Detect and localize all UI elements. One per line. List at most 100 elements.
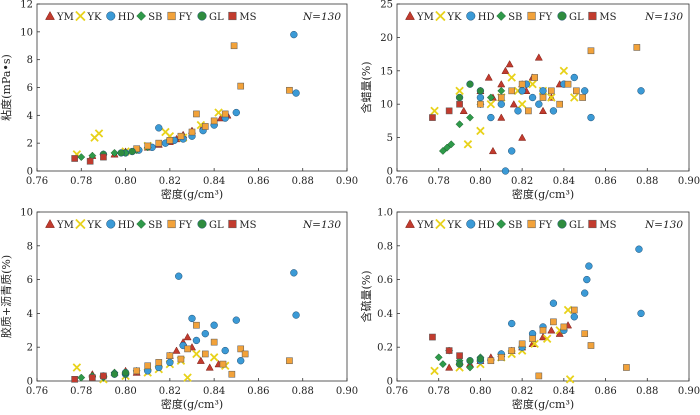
data-point-fy bbox=[548, 87, 555, 95]
data-point-fy bbox=[201, 123, 209, 130]
data-point-yk bbox=[94, 129, 104, 138]
x-tick-label: 0.82 bbox=[511, 176, 533, 187]
data-point-fy bbox=[237, 82, 245, 90]
x-tick-label: 0.86 bbox=[247, 386, 269, 397]
x-tick-label: 0.84 bbox=[553, 176, 575, 187]
legend-label-sb: SB bbox=[148, 12, 162, 23]
data-point-yk bbox=[209, 353, 219, 362]
x-tick-label: 0.76 bbox=[386, 386, 408, 397]
legend-marker-sb bbox=[136, 11, 147, 21]
x-tick-label: 0.88 bbox=[636, 176, 658, 187]
data-point-sb bbox=[455, 120, 464, 129]
x-tick-label: 0.78 bbox=[428, 386, 450, 397]
data-point-fy bbox=[241, 350, 249, 358]
legend-marker-ms bbox=[228, 219, 237, 229]
x-tick-label: 0.84 bbox=[553, 386, 575, 397]
legend-label-ym: YM bbox=[56, 220, 74, 231]
data-point-ms bbox=[429, 333, 436, 341]
x-tick-label: 0.82 bbox=[511, 386, 533, 397]
data-point-yk bbox=[570, 93, 579, 102]
x-tick-label: 0.84 bbox=[203, 386, 225, 397]
data-point-yk bbox=[542, 334, 552, 343]
data-point-sb bbox=[77, 373, 86, 382]
legend-marker-gl bbox=[197, 11, 207, 21]
data-point-ms bbox=[100, 372, 107, 380]
y-tick-label: 0.4 bbox=[377, 309, 393, 320]
data-point-fy bbox=[518, 340, 526, 348]
data-point-fy bbox=[497, 354, 505, 361]
data-point-hd bbox=[290, 269, 298, 277]
data-point-sb bbox=[466, 113, 474, 122]
data-point-yk bbox=[559, 66, 569, 76]
legend-marker-hd bbox=[106, 219, 116, 229]
y-tick-label: 6 bbox=[27, 275, 33, 286]
legend-label-ym: YM bbox=[56, 12, 74, 23]
data-point-hd bbox=[549, 107, 558, 115]
y-tick-label: 0 bbox=[387, 167, 393, 178]
data-point-fy bbox=[529, 335, 536, 343]
data-point-gl bbox=[117, 149, 125, 157]
data-point-fy bbox=[193, 110, 200, 118]
data-point-hd bbox=[635, 245, 643, 253]
data-point-hd bbox=[528, 93, 537, 102]
data-point-fy bbox=[570, 306, 578, 314]
x-tick-label: 0.86 bbox=[594, 176, 616, 187]
data-point-yk bbox=[517, 99, 527, 109]
data-point-hd bbox=[570, 313, 578, 321]
data-point-fy bbox=[230, 42, 238, 50]
data-point-hd bbox=[637, 309, 645, 318]
y-tick-label: 2 bbox=[27, 139, 33, 150]
data-point-ms bbox=[456, 100, 463, 108]
x-tick-label: 0.90 bbox=[336, 386, 358, 397]
legend-label-hd: HD bbox=[478, 12, 495, 23]
x-tick-label: 0.78 bbox=[428, 176, 450, 187]
legend-label-ms: MS bbox=[599, 12, 616, 23]
data-point-ym bbox=[538, 106, 548, 115]
legend-label-sb: SB bbox=[148, 220, 162, 231]
data-point-yk bbox=[486, 99, 496, 109]
data-point-hd bbox=[535, 100, 543, 108]
data-point-hd bbox=[570, 73, 578, 82]
data-point-fy bbox=[518, 80, 526, 88]
data-point-fy bbox=[237, 345, 245, 353]
legend-marker-fy bbox=[527, 219, 536, 229]
legend-label-yk: YK bbox=[446, 12, 462, 23]
legend-label-gl: GL bbox=[569, 12, 584, 23]
data-point-hd bbox=[237, 357, 245, 365]
data-point-ym bbox=[501, 66, 510, 74]
x-tick-label: 0.82 bbox=[159, 386, 181, 397]
data-point-hd bbox=[292, 311, 300, 319]
chart-panel-3: 0.76 0.78 0.80 0.82 0.84 0.86 0.88 0.90 0 2 4 6 8 10 密… bbox=[0, 208, 358, 412]
data-point-gl bbox=[466, 80, 474, 88]
y-tick-label: 0.2 bbox=[377, 343, 393, 354]
data-point-hd bbox=[581, 87, 589, 95]
legend-marker-ym bbox=[405, 10, 415, 20]
data-point-ym bbox=[547, 326, 556, 334]
y-axis-label: 含蜡量(%) bbox=[359, 61, 373, 113]
data-point-hd bbox=[514, 107, 522, 115]
data-point-hd bbox=[497, 100, 505, 108]
y-tick-label: 8 bbox=[27, 241, 33, 252]
data-point-yk bbox=[563, 305, 573, 315]
data-point-sb bbox=[434, 353, 443, 362]
data-point-fy bbox=[228, 370, 236, 378]
data-point-hd bbox=[290, 30, 298, 39]
legend-marker-sb bbox=[496, 11, 507, 21]
data-point-fy bbox=[587, 47, 595, 55]
data-point-fy bbox=[623, 364, 630, 371]
data-point-ms bbox=[429, 114, 436, 121]
data-point-fy bbox=[497, 94, 505, 101]
data-point-ym bbox=[205, 363, 214, 371]
legend-label-gl: GL bbox=[209, 220, 224, 231]
data-point-fy bbox=[573, 87, 580, 95]
legend-marker-yk bbox=[435, 218, 446, 230]
data-point-yk bbox=[192, 349, 201, 359]
data-point-sb bbox=[497, 86, 506, 95]
data-point-hd bbox=[583, 275, 591, 284]
data-point-ms bbox=[89, 374, 96, 381]
y-tick-label: 0 bbox=[27, 167, 33, 178]
data-point-hd bbox=[487, 113, 495, 122]
data-point-hd bbox=[166, 358, 174, 367]
data-point-gl bbox=[121, 368, 130, 377]
legend-label-fy: FY bbox=[539, 12, 553, 23]
